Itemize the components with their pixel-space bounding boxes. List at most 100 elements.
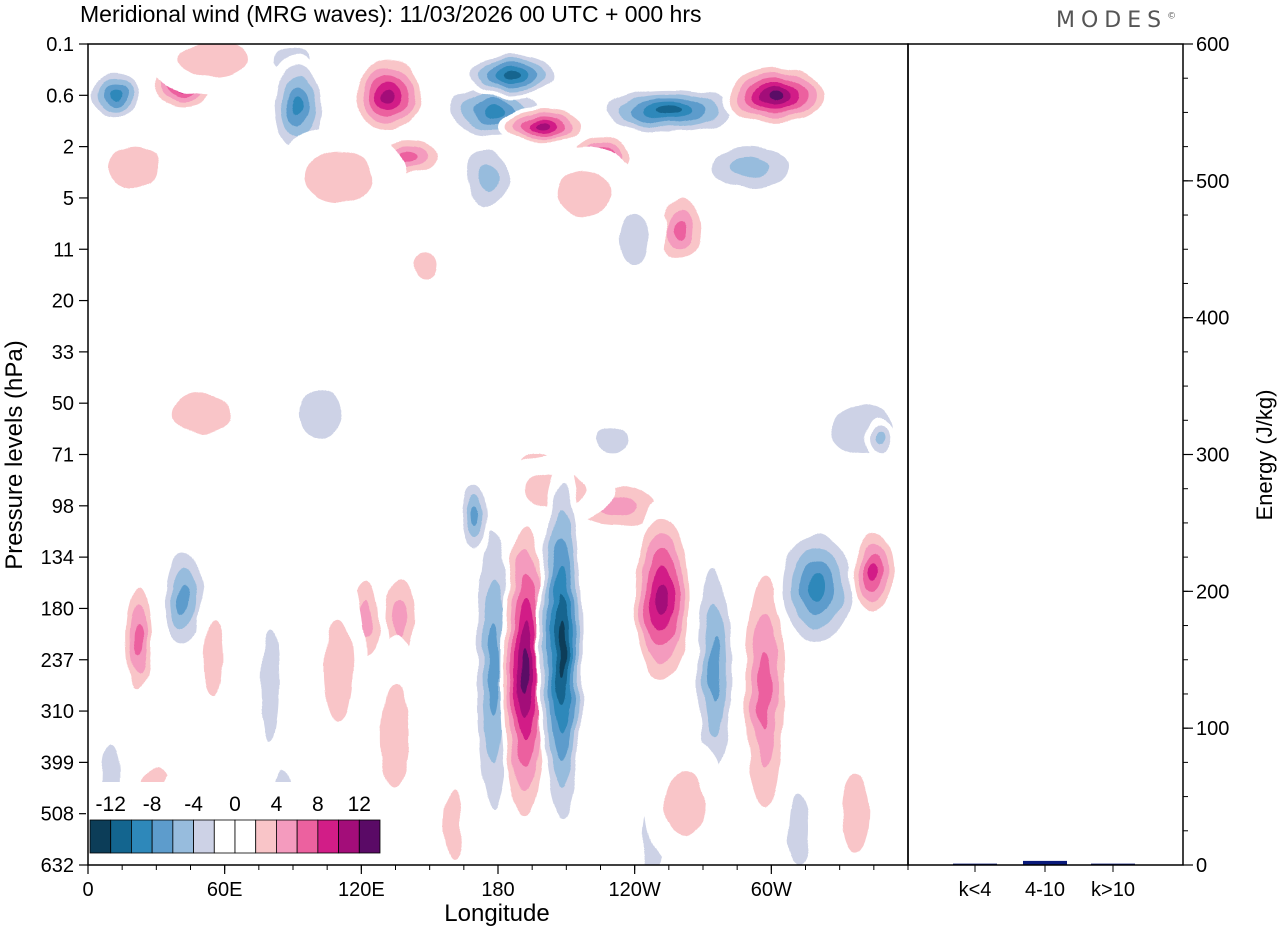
contour-blob [864,418,897,460]
contour-blob [602,187,667,291]
contour-blob [498,105,590,147]
y-tick-label: 5 [63,188,74,210]
y-tick-label: 33 [52,342,74,364]
contour-band [503,70,521,79]
colorbar-swatch [110,819,132,854]
contour-blob [457,475,494,558]
contour-blob [195,582,232,737]
contour-blob [144,44,282,96]
y-tick-label: 508 [41,804,74,826]
contour-band [177,582,190,614]
contour-blob [773,521,861,655]
energy-tick-label: 100 [1196,718,1229,740]
contour-band [179,44,248,78]
contour-band [470,505,480,527]
colorbar-label: 4 [271,793,283,816]
contour-blob [848,521,899,624]
contour-blob [88,126,184,209]
contour-blob [279,362,362,465]
contour-blob [122,572,155,706]
contour-blob [652,187,708,270]
colorbar-swatch [213,819,236,854]
contour-blob [454,136,519,219]
colorbar-swatch [317,819,339,854]
contour-band [787,793,811,865]
contour-band [808,574,826,602]
y-tick-label: 0.1 [46,34,74,56]
contour-band [664,770,706,837]
brand-text: MODES [1056,8,1168,33]
y-tick-label: 11 [53,239,74,261]
contour-blob [643,736,726,865]
contour-blob [88,67,145,124]
contour-field [88,44,908,865]
contour-blob [580,413,644,465]
contour-band [304,151,373,204]
contour-blob [461,51,562,98]
x-tick-label: 180 [481,879,514,901]
contour-band [291,95,304,116]
contour-band [558,621,566,678]
y-tick-label: 50 [52,393,74,415]
y-tick-label: 399 [41,752,74,774]
colorbar-label: -8 [143,793,162,816]
y-tick-label: 134 [41,547,74,569]
contour-blob [500,500,551,840]
contour-blob [689,136,808,198]
x-tick-label: 0 [82,879,93,901]
colorbar-label: -4 [184,793,203,816]
contour-blob [158,536,209,660]
x-tick-label: 120E [338,879,385,901]
contour-band [595,426,628,452]
contour-blob [434,752,471,865]
y-tick-label: 237 [41,650,74,672]
colorbar-swatch [276,819,298,854]
contour-band [618,213,651,265]
contour-blob [630,500,694,696]
energy-category-label: k>10 [1091,879,1135,901]
contour-band [324,618,353,722]
contour-band [875,432,886,446]
colorbar-swatch [193,819,215,854]
y-tick-label: 0.6 [46,85,74,107]
contour-blob [721,61,831,129]
chart-title: Meridional wind (MRG waves): 11/03/2026 … [80,1,702,27]
contour-band [673,218,688,239]
contour-band [521,645,529,695]
colorbar-swatch [358,819,381,854]
x-tick-label: 120W [609,879,661,901]
y-tick-label: 632 [41,855,74,877]
y-tick-label: 310 [41,701,74,723]
contour-blob [311,567,366,773]
colorbar-swatch [338,819,360,854]
y-tick-label: 98 [52,496,74,518]
contour-blob [798,377,908,481]
colorbar: -12 -8 -4 0 4 8 12 [86,782,384,859]
contour-band [708,636,721,704]
contour-blob [775,757,822,865]
contour-blob [828,736,883,865]
colorbar-swatch [131,819,153,854]
contour-band [656,581,668,615]
colorbar-label: 12 [348,793,371,816]
contour-band [482,104,505,117]
colorbar-label: 0 [229,793,241,816]
contour-band [868,562,879,583]
energy-tick-label: 200 [1196,581,1229,603]
y-axis-label: Pressure levels (hPa) [1,340,28,569]
contour-band [261,628,280,742]
colorbar-swatch [296,819,319,854]
contour-blob [536,454,587,845]
y-tick-label: 2 [63,137,74,159]
contour-band [382,88,396,103]
y-axis-ticks: 0.1 0.6 2 5 11 20 33 50 71 98 134 180 237 310 399 508 63… [41,34,88,877]
colorbar-swatch [255,819,277,854]
contour-band [758,652,771,730]
colorbar-swatch [234,819,257,854]
energy-tick-label: 500 [1196,171,1229,193]
contour-band [381,685,410,789]
contour-blob [402,238,448,291]
contour-band [109,89,122,101]
colorbar-swatch [89,819,112,854]
